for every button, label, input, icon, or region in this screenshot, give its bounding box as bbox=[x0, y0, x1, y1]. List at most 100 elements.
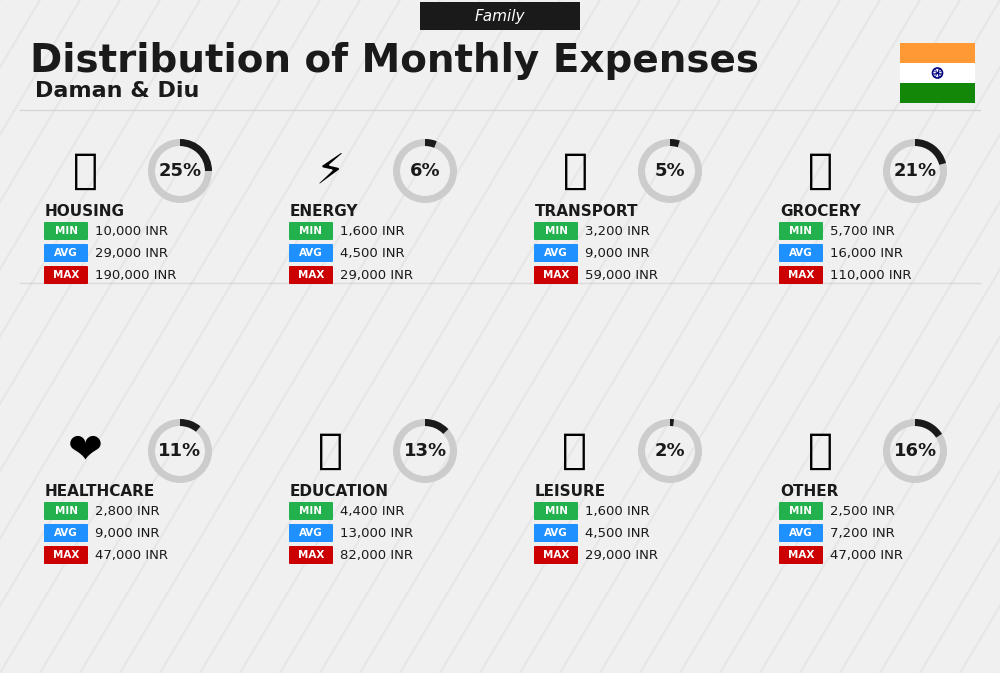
FancyBboxPatch shape bbox=[534, 546, 578, 564]
Wedge shape bbox=[180, 139, 212, 171]
Wedge shape bbox=[425, 419, 448, 434]
Text: AVG: AVG bbox=[54, 248, 78, 258]
FancyBboxPatch shape bbox=[779, 244, 823, 262]
Text: MAX: MAX bbox=[788, 270, 814, 280]
Text: 🛒: 🛒 bbox=[808, 150, 832, 192]
Text: 21%: 21% bbox=[893, 162, 937, 180]
Text: 4,400 INR: 4,400 INR bbox=[340, 505, 404, 518]
Text: AVG: AVG bbox=[299, 528, 323, 538]
Text: GROCERY: GROCERY bbox=[780, 203, 861, 219]
FancyBboxPatch shape bbox=[289, 244, 333, 262]
Text: TRANSPORT: TRANSPORT bbox=[535, 203, 639, 219]
Text: 6%: 6% bbox=[410, 162, 440, 180]
Text: 47,000 INR: 47,000 INR bbox=[95, 548, 168, 561]
Text: 2%: 2% bbox=[655, 442, 685, 460]
FancyBboxPatch shape bbox=[779, 524, 823, 542]
Text: 5%: 5% bbox=[655, 162, 685, 180]
Text: MIN: MIN bbox=[300, 506, 322, 516]
FancyBboxPatch shape bbox=[289, 502, 333, 520]
FancyBboxPatch shape bbox=[289, 266, 333, 284]
FancyBboxPatch shape bbox=[900, 63, 975, 83]
Text: MAX: MAX bbox=[53, 270, 79, 280]
Wedge shape bbox=[883, 139, 947, 203]
FancyBboxPatch shape bbox=[779, 546, 823, 564]
FancyBboxPatch shape bbox=[420, 2, 580, 30]
Text: AVG: AVG bbox=[789, 248, 813, 258]
Text: 29,000 INR: 29,000 INR bbox=[585, 548, 658, 561]
Text: 🚌: 🚌 bbox=[562, 150, 588, 192]
Text: AVG: AVG bbox=[789, 528, 813, 538]
Text: 16%: 16% bbox=[893, 442, 937, 460]
Text: 💼: 💼 bbox=[808, 430, 832, 472]
Text: MIN: MIN bbox=[544, 506, 568, 516]
Text: 9,000 INR: 9,000 INR bbox=[95, 526, 160, 540]
Text: AVG: AVG bbox=[544, 528, 568, 538]
Text: MIN: MIN bbox=[300, 226, 322, 236]
Text: 29,000 INR: 29,000 INR bbox=[340, 269, 413, 281]
Wedge shape bbox=[638, 139, 702, 203]
Text: 29,000 INR: 29,000 INR bbox=[95, 246, 168, 260]
Text: MIN: MIN bbox=[54, 506, 78, 516]
FancyBboxPatch shape bbox=[289, 524, 333, 542]
Text: 4,500 INR: 4,500 INR bbox=[585, 526, 650, 540]
Wedge shape bbox=[425, 139, 437, 148]
Text: 🏢: 🏢 bbox=[72, 150, 98, 192]
Text: 9,000 INR: 9,000 INR bbox=[585, 246, 650, 260]
Text: Daman & Diu: Daman & Diu bbox=[35, 81, 199, 101]
Text: OTHER: OTHER bbox=[780, 483, 838, 499]
FancyBboxPatch shape bbox=[534, 266, 578, 284]
FancyBboxPatch shape bbox=[44, 546, 88, 564]
Wedge shape bbox=[393, 419, 457, 483]
Text: HOUSING: HOUSING bbox=[45, 203, 125, 219]
Text: 13,000 INR: 13,000 INR bbox=[340, 526, 413, 540]
Text: MAX: MAX bbox=[53, 550, 79, 560]
Text: 16,000 INR: 16,000 INR bbox=[830, 246, 903, 260]
Wedge shape bbox=[883, 419, 947, 483]
Text: Family: Family bbox=[475, 9, 525, 24]
Text: 4,500 INR: 4,500 INR bbox=[340, 246, 405, 260]
Text: 2,800 INR: 2,800 INR bbox=[95, 505, 160, 518]
Wedge shape bbox=[148, 419, 212, 483]
Text: 11%: 11% bbox=[158, 442, 202, 460]
Wedge shape bbox=[148, 139, 212, 203]
Text: MIN: MIN bbox=[790, 506, 812, 516]
FancyBboxPatch shape bbox=[779, 502, 823, 520]
FancyBboxPatch shape bbox=[779, 222, 823, 240]
Text: HEALTHCARE: HEALTHCARE bbox=[45, 483, 155, 499]
Text: 13%: 13% bbox=[403, 442, 447, 460]
Text: ⚡: ⚡ bbox=[315, 150, 345, 192]
Wedge shape bbox=[393, 139, 457, 203]
FancyBboxPatch shape bbox=[289, 546, 333, 564]
Text: LEISURE: LEISURE bbox=[535, 483, 606, 499]
Text: 2,500 INR: 2,500 INR bbox=[830, 505, 895, 518]
FancyBboxPatch shape bbox=[534, 524, 578, 542]
Wedge shape bbox=[180, 419, 200, 432]
Text: AVG: AVG bbox=[299, 248, 323, 258]
Text: 7,200 INR: 7,200 INR bbox=[830, 526, 895, 540]
Wedge shape bbox=[670, 419, 674, 426]
Text: AVG: AVG bbox=[54, 528, 78, 538]
Text: 110,000 INR: 110,000 INR bbox=[830, 269, 912, 281]
FancyBboxPatch shape bbox=[534, 244, 578, 262]
Text: MAX: MAX bbox=[298, 270, 324, 280]
FancyBboxPatch shape bbox=[534, 502, 578, 520]
Wedge shape bbox=[915, 139, 946, 165]
Text: 47,000 INR: 47,000 INR bbox=[830, 548, 903, 561]
Text: 🛍️: 🛍️ bbox=[562, 430, 588, 472]
Text: MIN: MIN bbox=[54, 226, 78, 236]
Text: MAX: MAX bbox=[543, 270, 569, 280]
Text: 1,600 INR: 1,600 INR bbox=[340, 225, 405, 238]
FancyBboxPatch shape bbox=[900, 43, 975, 63]
FancyBboxPatch shape bbox=[779, 266, 823, 284]
Text: MAX: MAX bbox=[298, 550, 324, 560]
Text: 3,200 INR: 3,200 INR bbox=[585, 225, 650, 238]
FancyBboxPatch shape bbox=[44, 524, 88, 542]
Text: 25%: 25% bbox=[158, 162, 202, 180]
Text: 10,000 INR: 10,000 INR bbox=[95, 225, 168, 238]
Text: 5,700 INR: 5,700 INR bbox=[830, 225, 895, 238]
Wedge shape bbox=[638, 419, 702, 483]
Text: 82,000 INR: 82,000 INR bbox=[340, 548, 413, 561]
Text: ❤️: ❤️ bbox=[68, 430, 102, 472]
FancyBboxPatch shape bbox=[44, 266, 88, 284]
Text: MAX: MAX bbox=[543, 550, 569, 560]
